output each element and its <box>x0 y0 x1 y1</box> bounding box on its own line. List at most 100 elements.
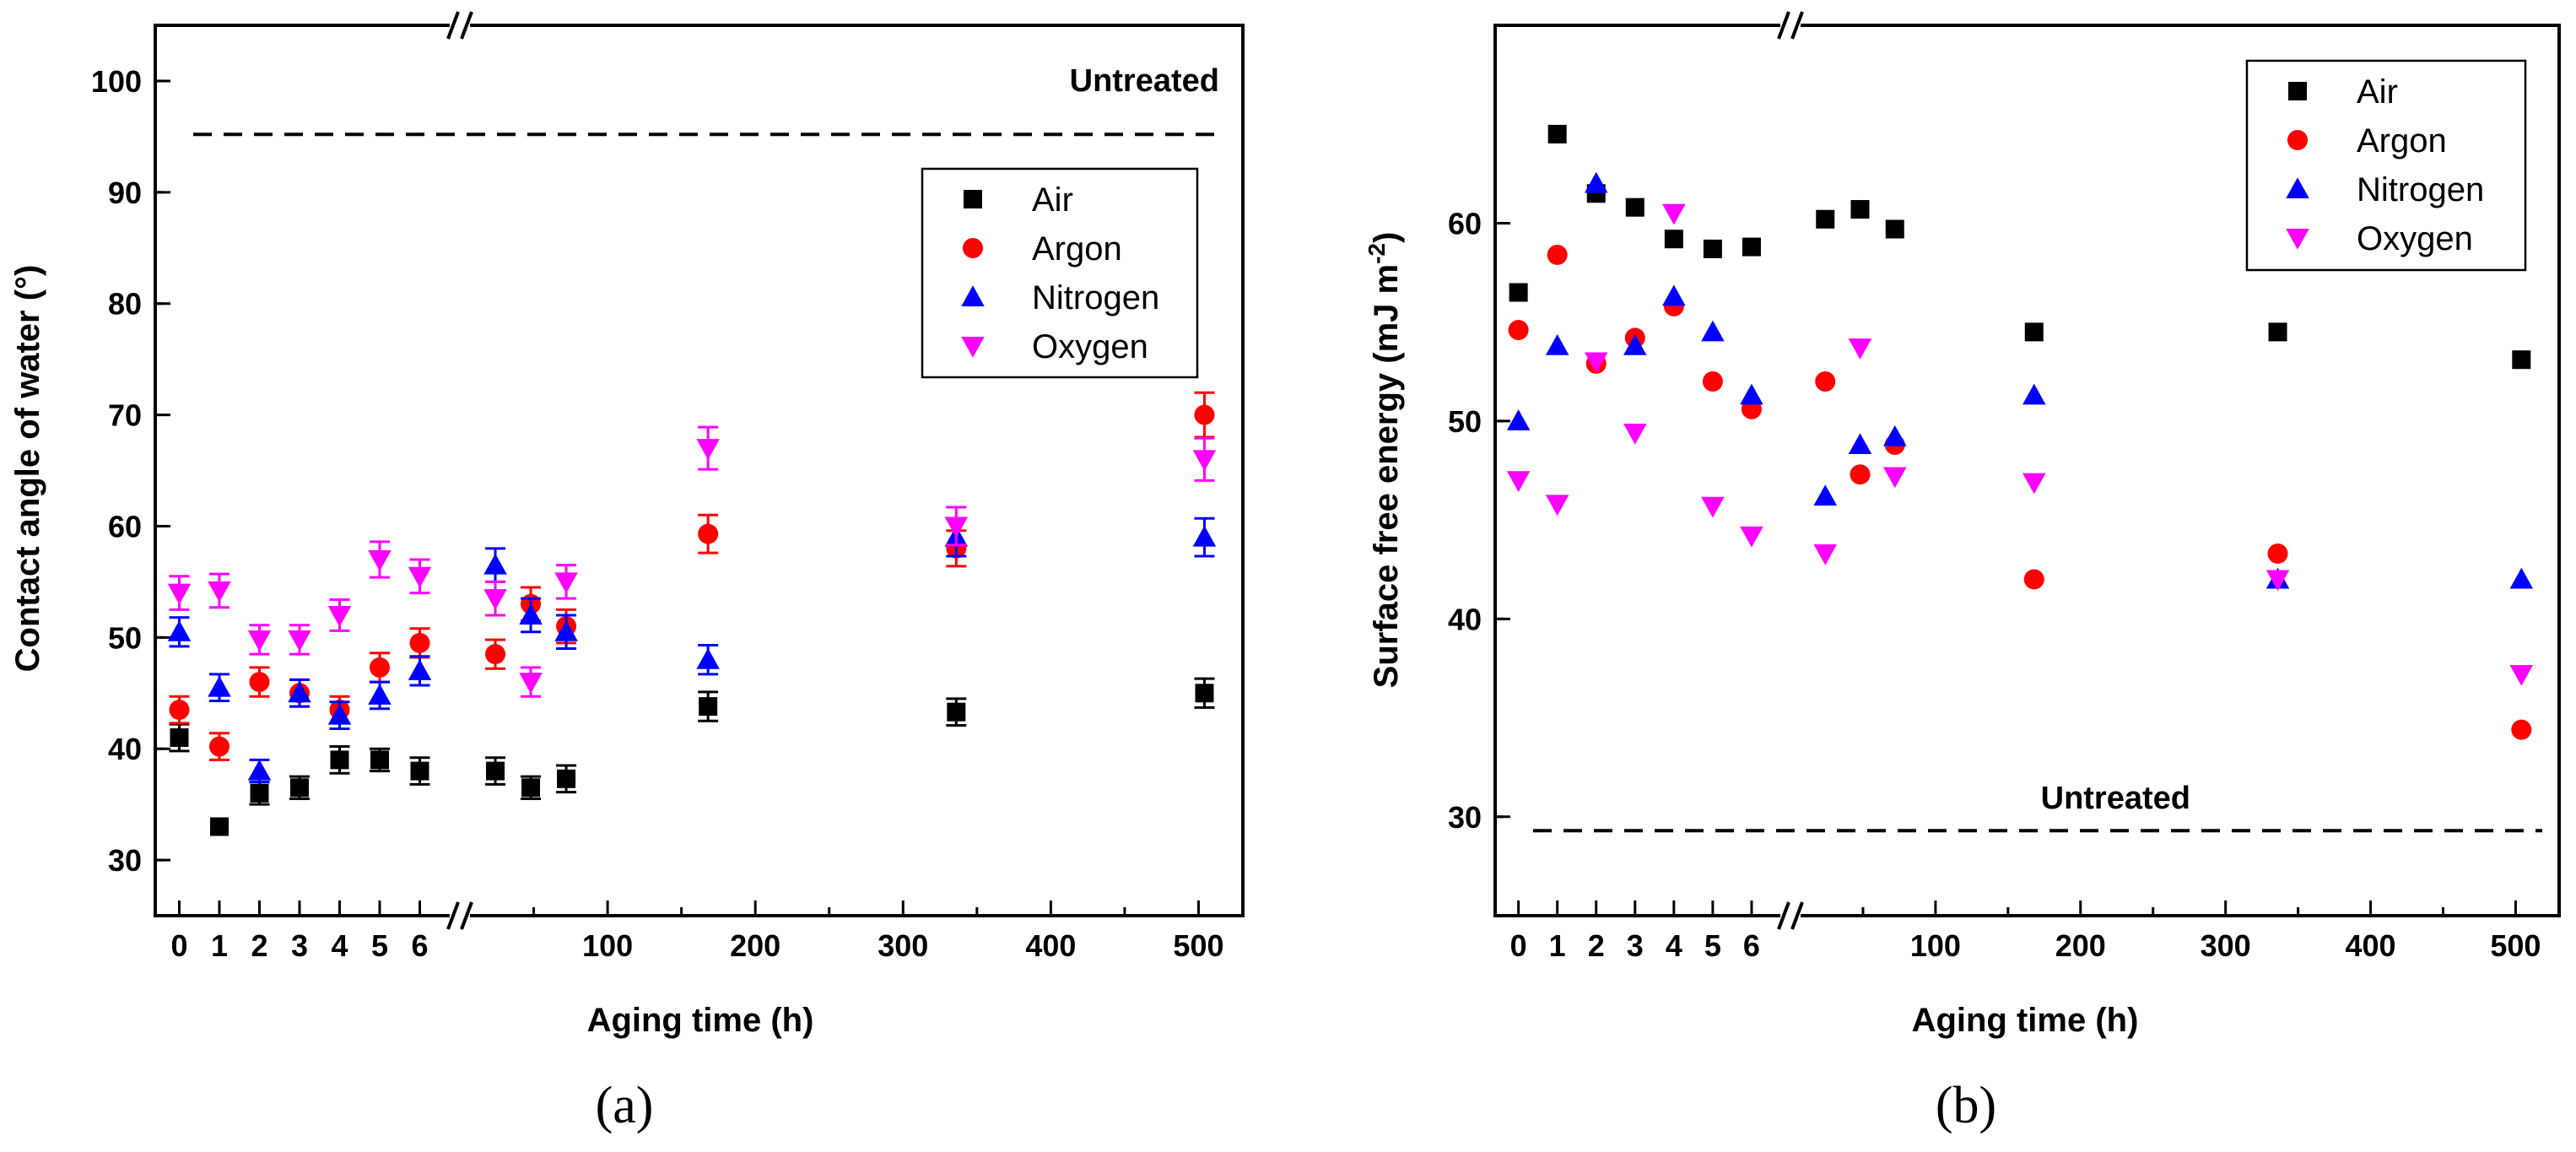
x-tick-label-a: 4 <box>331 928 348 963</box>
data-point-nitrogen <box>1848 433 1872 455</box>
data-point-oxygen <box>519 673 543 694</box>
data-point-air <box>210 817 229 836</box>
legend-entry-oxygen: Oxygen <box>1032 328 1148 365</box>
legend-entry-argon: Argon <box>1032 230 1122 268</box>
y-axis-title-b-superscript: -2 <box>1364 243 1390 264</box>
data-point-oxygen <box>2509 664 2534 686</box>
data-point-air <box>1509 283 1528 302</box>
data-point-oxygen <box>944 517 969 538</box>
data-point-nitrogen <box>1813 484 1838 506</box>
axis-break-mark-b-1b <box>1790 901 1804 930</box>
data-point-argon <box>2511 719 2532 740</box>
data-point-oxygen <box>1506 471 1531 492</box>
y-tick-label-a: 90 <box>108 176 142 210</box>
data-point-air <box>1742 237 1761 257</box>
data-point-air <box>1850 200 1870 219</box>
y-tick-label-a: 40 <box>108 732 142 766</box>
data-point-air <box>2024 322 2044 342</box>
data-point-oxygen <box>2022 473 2046 495</box>
data-point-oxygen <box>1883 467 1907 489</box>
axis-break-mark-a-0b <box>460 11 473 40</box>
data-point-argon <box>209 736 230 757</box>
data-point-oxygen <box>1192 450 1217 472</box>
data-point-nitrogen <box>2022 383 2046 405</box>
data-point-nitrogen <box>327 703 352 725</box>
x-tick-label-b: 2 <box>1588 928 1605 963</box>
data-point-argon <box>2023 569 2044 590</box>
data-point-nitrogen <box>167 619 192 641</box>
data-point-oxygen <box>1813 544 1838 565</box>
data-point-air <box>557 769 576 788</box>
x-tick-label-b: 5 <box>1704 928 1721 963</box>
data-point-oxygen <box>247 630 272 652</box>
data-point-oxygen <box>2265 570 2290 592</box>
data-point-nitrogen <box>1623 334 1647 355</box>
data-point-oxygen <box>1701 496 1725 518</box>
data-point-argon <box>1815 371 1836 392</box>
data-point-air <box>170 728 189 747</box>
legend-marker-oxygen <box>2286 229 2309 250</box>
data-point-nitrogen <box>1662 284 1686 306</box>
data-point-oxygen <box>1848 338 1872 360</box>
data-point-nitrogen <box>1740 383 1763 405</box>
data-point-air <box>1703 239 1722 258</box>
x-tick-label-b: 1 <box>1549 928 1566 963</box>
x-tick-label-a: 500 <box>1173 928 1223 963</box>
reference-line-label-b: Untreated <box>2041 781 2190 816</box>
y-tick-label-a: 60 <box>108 509 142 544</box>
axis-break-mark-a-1 <box>446 901 460 930</box>
y-tick-label-b: 30 <box>1448 800 1482 835</box>
data-point-nitrogen <box>1545 334 1569 355</box>
legend-entry-argon: Argon <box>2357 122 2447 160</box>
y-tick-label-b: 60 <box>1448 206 1482 241</box>
x-tick-label-b: 200 <box>2055 928 2106 963</box>
data-point-air <box>1816 209 1835 229</box>
data-point-argon <box>249 672 270 693</box>
legend-marker-argon <box>2287 130 2308 150</box>
y-tick-label-b: 40 <box>1448 602 1482 636</box>
data-point-nitrogen <box>1192 525 1217 547</box>
data-point-argon <box>1194 404 1215 425</box>
data-point-air <box>1625 197 1644 217</box>
data-point-nitrogen <box>1584 171 1608 193</box>
x-axis-title-b: Aging time (h) <box>1912 1002 2139 1039</box>
data-point-air <box>1664 230 1683 249</box>
data-point-argon <box>1547 244 1568 265</box>
data-point-nitrogen <box>247 759 272 781</box>
x-tick-label-a: 5 <box>371 928 388 963</box>
data-point-oxygen <box>1584 352 1608 374</box>
data-point-nitrogen <box>408 659 432 680</box>
data-point-nitrogen <box>1506 409 1531 430</box>
legend-entry-oxygen: Oxygen <box>2357 220 2473 257</box>
legend-marker-nitrogen <box>961 285 985 306</box>
data-point-nitrogen <box>288 681 311 703</box>
data-point-nitrogen <box>208 675 231 697</box>
plot-frame-a <box>154 24 1245 917</box>
data-point-oxygen <box>408 566 432 588</box>
x-tick-label-b: 100 <box>1910 928 1961 963</box>
data-point-argon <box>1508 320 1529 341</box>
legend-entry-nitrogen: Nitrogen <box>2357 171 2484 208</box>
x-tick-label-a: 6 <box>411 928 428 963</box>
data-point-air <box>370 750 389 770</box>
x-tick-label-a: 100 <box>582 928 633 963</box>
data-point-oxygen <box>208 581 231 603</box>
axis-break-mark-b-0b <box>1790 11 1804 40</box>
data-point-air <box>521 778 541 798</box>
plot-frame-b <box>1493 24 2561 917</box>
y-tick-label-b: 50 <box>1448 404 1482 439</box>
data-point-oxygen <box>327 605 352 627</box>
x-tick-label-b: 400 <box>2346 928 2396 963</box>
reference-line-label-a: Untreated <box>1070 63 1219 99</box>
data-point-oxygen <box>1623 423 1647 445</box>
data-point-argon <box>169 700 190 721</box>
y-axis-title-a: Contact angle of water (°) <box>9 265 46 673</box>
data-point-argon <box>698 523 719 544</box>
y-tick-label-a: 80 <box>108 287 142 322</box>
data-point-air <box>2268 322 2287 342</box>
x-tick-label-a: 1 <box>211 928 228 963</box>
x-tick-label-b: 4 <box>1666 928 1682 963</box>
data-point-air <box>486 761 505 781</box>
x-tick-label-b: 300 <box>2201 928 2251 963</box>
y-axis-title-b: Surface free energy (mJ m-2) <box>1364 232 1406 689</box>
